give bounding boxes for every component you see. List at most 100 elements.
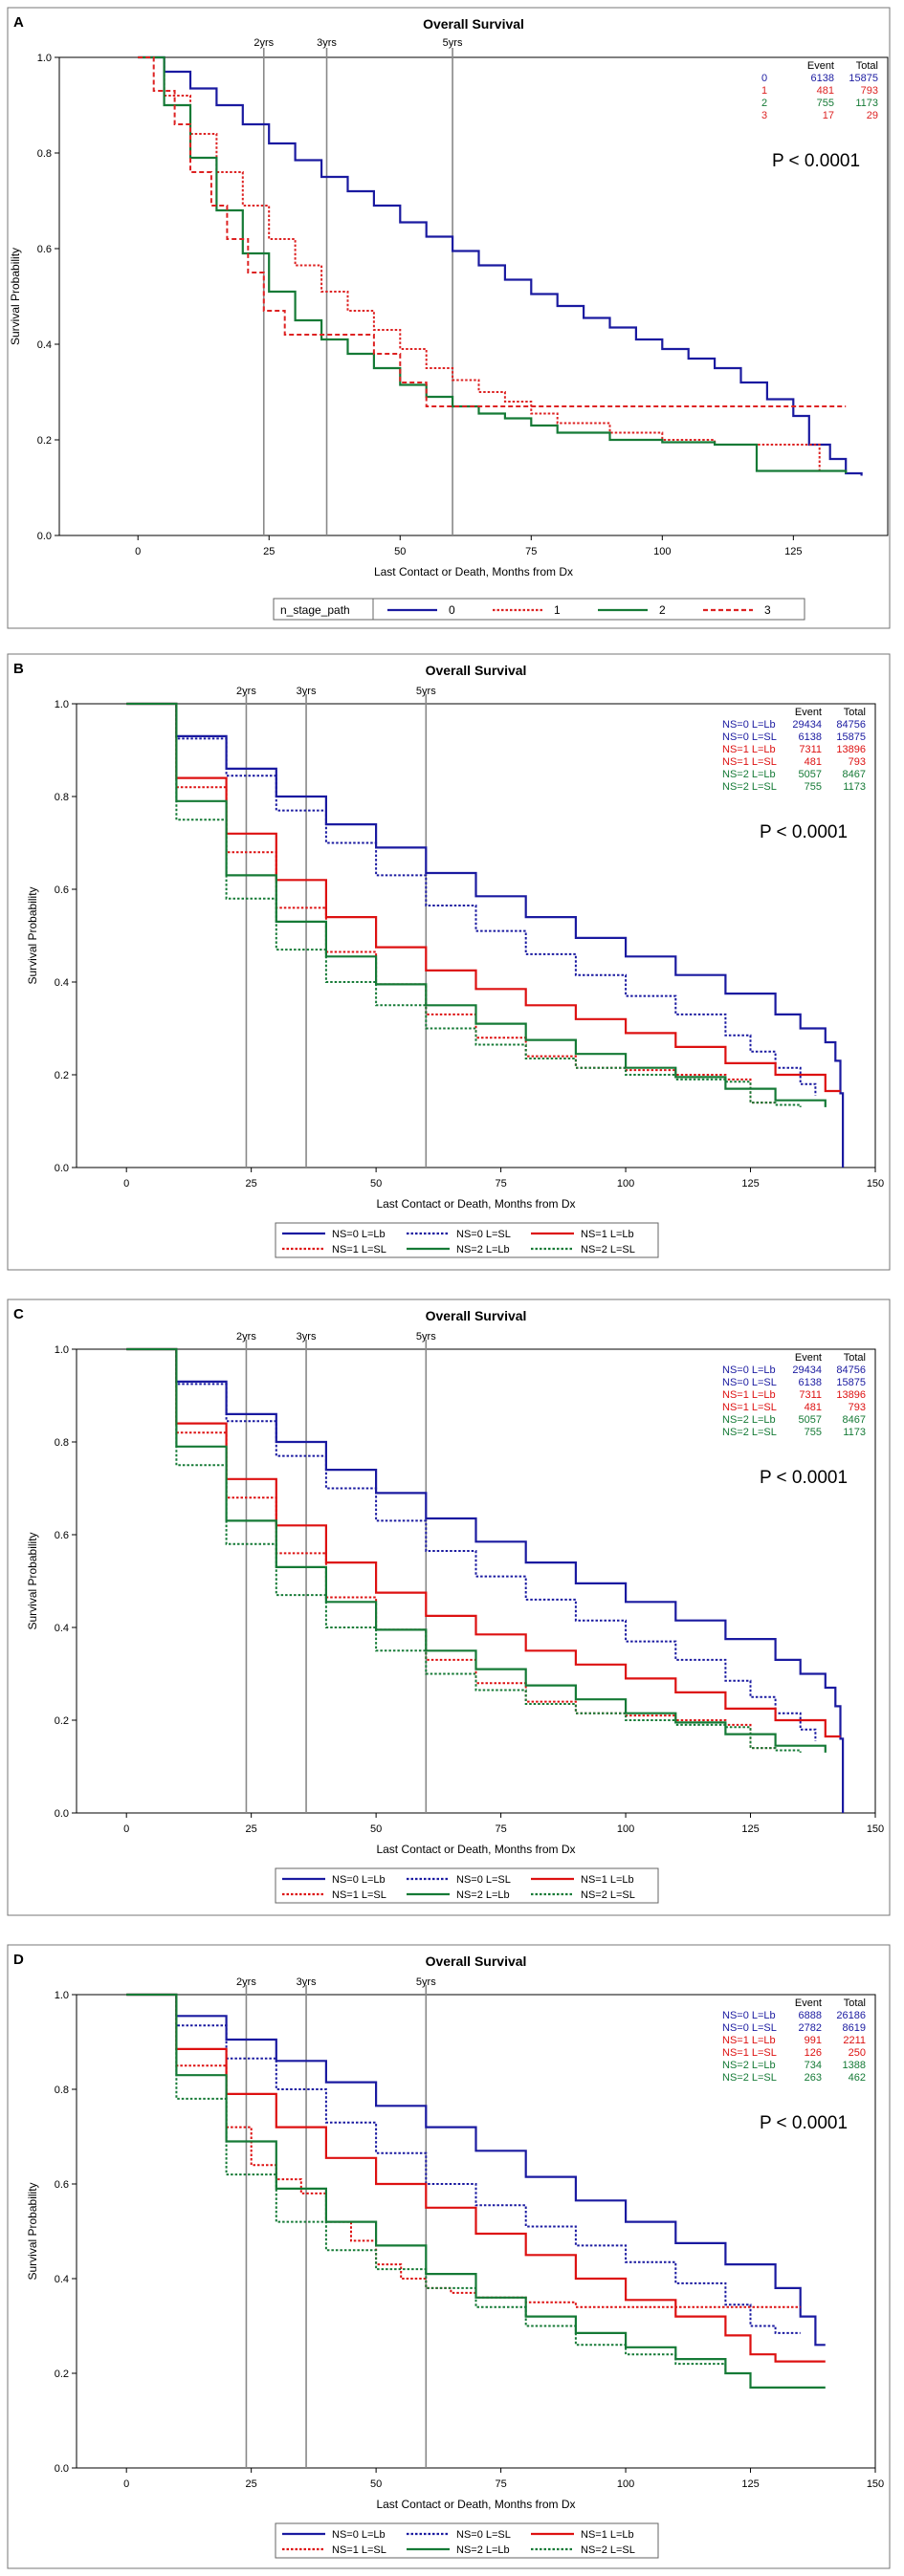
km-chart-d: D Overall Survival 2yrs 3yrs 5yrs 0.0 0.2 0.4 0.… bbox=[7, 1944, 891, 2569]
panel-letter: A bbox=[13, 14, 24, 31]
p-value: P < 0.0001 bbox=[760, 1468, 848, 1488]
table-row-name: NS=1 L=Lb bbox=[722, 1389, 776, 1401]
legend-label: 3 bbox=[764, 603, 771, 617]
x-tick-label: 0 bbox=[123, 2478, 129, 2490]
table-row-total: 13896 bbox=[836, 1389, 866, 1401]
x-tick-label: 0 bbox=[135, 546, 141, 557]
y-tick-label: 1.0 bbox=[55, 1344, 69, 1356]
legend-label: NS=0 L=Lb bbox=[332, 1874, 386, 1886]
legend-box bbox=[275, 2522, 659, 2559]
table-row-total: 8467 bbox=[843, 1414, 866, 1426]
table-row-event: 5057 bbox=[799, 769, 822, 780]
y-tick-label: 0.2 bbox=[55, 2369, 69, 2380]
table-row-name: NS=0 L=SL bbox=[722, 2022, 777, 2034]
y-tick-label: 0.6 bbox=[37, 244, 52, 255]
table-row-event: 29434 bbox=[792, 719, 822, 731]
km-chart-b: B Overall Survival 2yrs 3yrs 5yrs 0.0 0.2 0.4 0.… bbox=[7, 653, 891, 1271]
table-row-total: 1173 bbox=[855, 98, 878, 109]
x-tick-label: 75 bbox=[495, 1178, 506, 1190]
reference-label: 2yrs bbox=[254, 37, 274, 49]
x-tick-label: 25 bbox=[246, 2478, 257, 2490]
table-row-event: 29434 bbox=[792, 1364, 822, 1376]
table-row-event: 481 bbox=[817, 85, 834, 97]
table-header-total: Total bbox=[844, 1997, 866, 2009]
legend-label: NS=1 L=SL bbox=[332, 1889, 386, 1901]
y-tick-label: 0.6 bbox=[55, 884, 69, 896]
y-tick-label: 0.0 bbox=[55, 2463, 69, 2475]
table-row-name: 3 bbox=[761, 110, 767, 121]
x-tick-label: 25 bbox=[246, 1178, 257, 1190]
legend-label: NS=2 L=Lb bbox=[456, 1889, 510, 1901]
survival-curve-3 bbox=[138, 56, 847, 407]
table-row-total: 1173 bbox=[843, 1427, 866, 1438]
y-tick-label: 0.2 bbox=[55, 1715, 69, 1727]
legend-label: NS=1 L=SL bbox=[332, 1244, 386, 1255]
table-row-total: 84756 bbox=[836, 1364, 866, 1376]
reference-label: 3yrs bbox=[317, 37, 337, 49]
panel-letter: D bbox=[13, 1952, 24, 1968]
x-tick-label: 100 bbox=[617, 1178, 634, 1190]
legend-label: NS=1 L=Lb bbox=[581, 1874, 634, 1886]
x-tick-label: 150 bbox=[867, 1823, 884, 1835]
legend-box bbox=[275, 1867, 659, 1904]
table-row-event: 126 bbox=[805, 2047, 822, 2059]
x-tick-label: 0 bbox=[123, 1823, 129, 1835]
y-tick-label: 0.0 bbox=[55, 1808, 69, 1820]
survival-curve-NS-1-L-Lb bbox=[126, 1347, 841, 1738]
table-row-event: 755 bbox=[805, 1427, 822, 1438]
legend-label: 1 bbox=[554, 603, 561, 617]
table-header-total: Total bbox=[856, 60, 878, 72]
x-axis-label: Last Contact or Death, Months from Dx bbox=[376, 2498, 575, 2511]
legend-label: NS=2 L=SL bbox=[581, 1889, 635, 1901]
panel-letter: C bbox=[13, 1306, 24, 1322]
x-tick-label: 25 bbox=[246, 1823, 257, 1835]
p-value: P < 0.0001 bbox=[760, 822, 848, 842]
chart-title: Overall Survival bbox=[426, 1954, 527, 1969]
y-axis-label: Survival Probability bbox=[9, 248, 22, 345]
survival-curve-NS-2-L-Lb bbox=[126, 1993, 826, 2389]
table-row-event: 481 bbox=[805, 756, 822, 768]
legend-label: NS=1 L=Lb bbox=[581, 1229, 634, 1240]
y-tick-label: 1.0 bbox=[37, 53, 52, 64]
x-tick-label: 125 bbox=[741, 2478, 759, 2490]
legend-label: NS=2 L=Lb bbox=[456, 2544, 510, 2556]
table-row-name: NS=2 L=SL bbox=[722, 1427, 777, 1438]
table-row-total: 15875 bbox=[849, 73, 878, 84]
table-header-event: Event bbox=[795, 707, 822, 718]
y-axis-label: Survival Probability bbox=[26, 886, 39, 984]
table-header-total: Total bbox=[844, 707, 866, 718]
table-row-total: 250 bbox=[849, 2047, 866, 2059]
table-row-name: NS=2 L=Lb bbox=[722, 769, 776, 780]
x-axis-label: Last Contact or Death, Months from Dx bbox=[376, 1197, 575, 1211]
table-row-event: 734 bbox=[805, 2060, 822, 2071]
panel-letter: B bbox=[13, 661, 24, 677]
legend-label: NS=0 L=SL bbox=[456, 1229, 511, 1240]
p-value: P < 0.0001 bbox=[772, 151, 860, 171]
x-tick-label: 50 bbox=[370, 1823, 382, 1835]
table-row-total: 793 bbox=[849, 1402, 866, 1413]
survival-curve-NS-1-L-SL bbox=[126, 1348, 776, 1750]
survival-curve-NS-0-L-Lb bbox=[126, 1993, 826, 2347]
table-row-total: 793 bbox=[861, 85, 878, 97]
reference-label: 3yrs bbox=[297, 686, 317, 697]
y-tick-label: 0.4 bbox=[55, 1623, 69, 1634]
reference-label: 2yrs bbox=[236, 1331, 256, 1343]
y-tick-label: 0.8 bbox=[55, 2085, 69, 2096]
legend-label: NS=0 L=SL bbox=[456, 2529, 511, 2541]
y-tick-label: 0.8 bbox=[55, 1437, 69, 1449]
y-tick-label: 0.4 bbox=[55, 977, 69, 989]
table-row-event: 7311 bbox=[799, 1389, 822, 1401]
legend-label: NS=0 L=SL bbox=[456, 1874, 511, 1886]
table-row-total: 1388 bbox=[843, 2060, 866, 2071]
x-tick-label: 50 bbox=[370, 2478, 382, 2490]
table-row-event: 755 bbox=[817, 98, 834, 109]
legend-title-box bbox=[273, 598, 374, 621]
x-tick-label: 125 bbox=[741, 1178, 759, 1190]
table-row-name: NS=1 L=Lb bbox=[722, 2035, 776, 2046]
table-row-total: 462 bbox=[849, 2072, 866, 2084]
survival-curve-NS-1-L-SL bbox=[126, 703, 776, 1104]
table-header-event: Event bbox=[795, 1352, 822, 1364]
x-tick-label: 50 bbox=[394, 546, 406, 557]
legend-label: NS=2 L=Lb bbox=[456, 1244, 510, 1255]
x-tick-label: 75 bbox=[525, 546, 537, 557]
